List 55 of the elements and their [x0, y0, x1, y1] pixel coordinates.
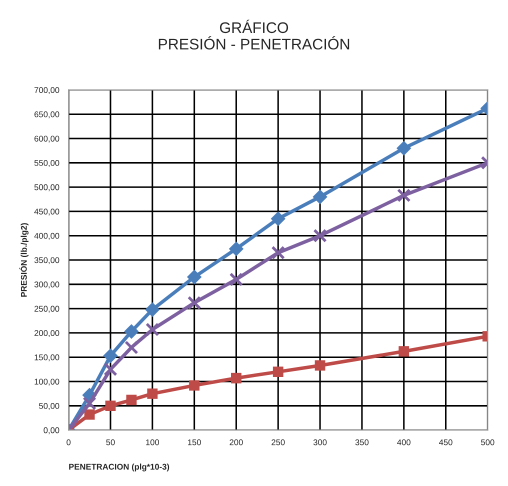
y-tick-label: 0,00 [44, 427, 60, 434]
point [271, 246, 286, 260]
point [396, 188, 411, 202]
x-tick-label: 50 [106, 439, 115, 446]
point [312, 190, 328, 204]
point [313, 228, 327, 243]
y-tick-label: 350,00 [34, 257, 60, 264]
x-tick-label: 0 [66, 439, 71, 446]
y-axis-title: PRESIÓN (lb./plg2) [19, 223, 29, 297]
y-tick-label: 200,00 [34, 330, 60, 337]
point [84, 409, 95, 420]
point [270, 211, 286, 226]
y-tick-label: 650,00 [34, 111, 60, 118]
point [187, 270, 202, 284]
point [126, 394, 137, 406]
x-tick-label: 300 [313, 439, 327, 446]
point [189, 380, 200, 391]
y-tick-label: 300,00 [34, 282, 60, 288]
point [229, 272, 244, 286]
y-tick-label: 500,00 [34, 184, 60, 192]
y-tick-label: 400,00 [34, 232, 60, 240]
y-tick-label: 50,00 [39, 403, 60, 410]
chart-title: GRÁFICO PRESIÓN - PENETRACIÓN [158, 20, 350, 50]
point [103, 348, 118, 363]
y-tick-label: 550,00 [34, 160, 60, 167]
y-tick-label: 600,00 [34, 136, 60, 143]
x-tick-label: 100 [146, 439, 160, 446]
point [82, 396, 96, 410]
x-tick-label: 400 [397, 439, 410, 446]
point [105, 400, 116, 412]
y-tick-label: 100,00 [34, 378, 60, 386]
point [104, 362, 118, 376]
point [314, 360, 326, 371]
point [124, 340, 138, 354]
x-tick-label: 200 [230, 439, 243, 446]
x-axis-title: PENETRACION (plg*10-3) [69, 464, 170, 472]
y-tick-label: 150,00 [34, 354, 60, 362]
point [147, 388, 158, 399]
point [187, 296, 202, 310]
x-tick-label: 450 [439, 439, 452, 446]
point [228, 242, 244, 256]
point [124, 324, 139, 339]
point [231, 372, 242, 384]
point [272, 366, 284, 377]
x-tick-label: 500 [481, 439, 494, 446]
x-tick-label: 350 [355, 439, 369, 446]
x-tick-label: 250 [272, 439, 285, 446]
point [398, 346, 410, 357]
point [145, 302, 160, 317]
y-tick-label: 250,00 [34, 306, 60, 313]
y-tick-label: 700,00 [34, 87, 60, 94]
point [145, 322, 160, 336]
x-tick-label: 150 [188, 439, 201, 446]
y-tick-label: 450,00 [34, 208, 60, 216]
point [396, 141, 412, 156]
